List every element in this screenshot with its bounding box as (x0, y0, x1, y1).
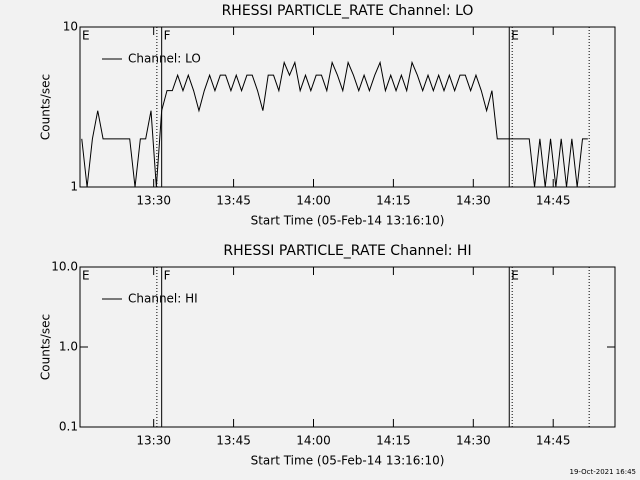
chart-title: RHESSI PARTICLE_RATE Channel: HI (223, 243, 471, 259)
y-tick-label: 10 (63, 20, 78, 34)
y-axis-label: Counts/sec (39, 314, 53, 380)
x-tick-label: 14:15 (376, 194, 411, 208)
x-tick-label: 13:45 (216, 434, 251, 448)
x-tick-label: 14:45 (536, 194, 571, 208)
y-tick-label: 0.1 (59, 420, 78, 434)
x-axis-label: Start Time (05-Feb-14 13:16:10) (251, 454, 445, 468)
legend-label: Channel: HI (128, 292, 198, 306)
marker-label: E (82, 269, 90, 283)
x-tick-label: 13:30 (136, 434, 171, 448)
x-tick-label: 14:30 (456, 434, 491, 448)
y-axis-label: Counts/sec (39, 74, 53, 140)
y-tick-label: 1.0 (59, 340, 78, 354)
x-axis-label: Start Time (05-Feb-14 13:16:10) (251, 214, 445, 228)
x-tick-label: 14:00 (296, 194, 331, 208)
marker-label: F (164, 29, 171, 43)
marker-label: E (82, 29, 90, 43)
marker-label: F (164, 269, 171, 283)
x-tick-label: 13:30 (136, 194, 171, 208)
legend-label: Channel: LO (128, 52, 201, 66)
marker-label: E (511, 269, 519, 283)
y-tick-label: 10.0 (51, 260, 78, 274)
x-tick-label: 14:00 (296, 434, 331, 448)
x-tick-label: 14:15 (376, 434, 411, 448)
chart-title: RHESSI PARTICLE_RATE Channel: LO (222, 3, 474, 19)
x-tick-label: 14:30 (456, 194, 491, 208)
x-tick-label: 14:45 (536, 434, 571, 448)
footer: 19-Oct-2021 16:45 (570, 468, 636, 476)
data-line (81, 60, 588, 188)
marker-label: E (511, 29, 519, 43)
x-tick-label: 13:45 (216, 194, 251, 208)
y-tick-label: 1 (70, 180, 78, 194)
